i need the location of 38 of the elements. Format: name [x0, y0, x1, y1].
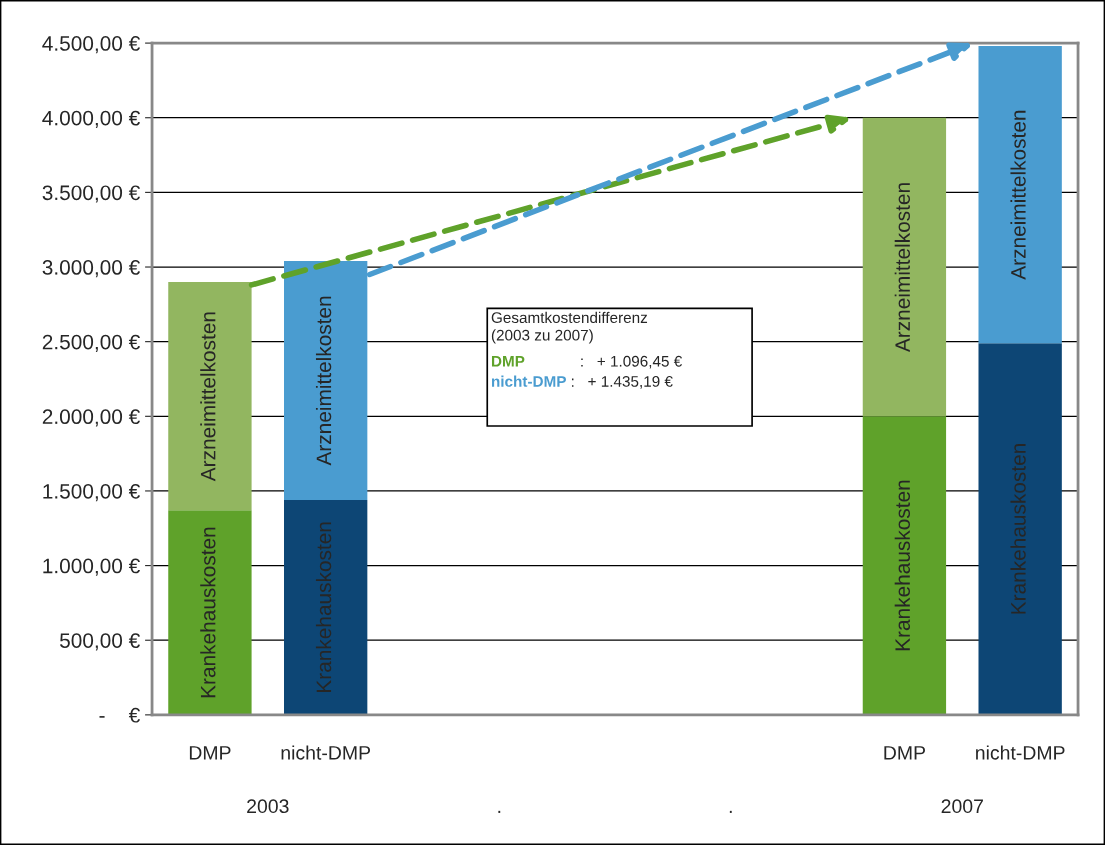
y-tick-label: 500,00 €: [59, 633, 140, 651]
text: Arzneimittelkosten: [1010, 110, 1026, 280]
bar: [978, 343, 1062, 715]
text: 2007: [941, 799, 983, 814]
y-tick-label: 2.500,00 €: [42, 334, 140, 352]
y-tick-label: 1.000,00 €: [43, 558, 140, 576]
text: Krankehauskosten: [1010, 444, 1026, 614]
text: Krankehauskosten: [894, 480, 911, 651]
series-label: Krankehauskosten: [200, 527, 216, 698]
text: Krankehauskosten: [315, 522, 332, 692]
bar: [284, 499, 368, 715]
text: 2003: [247, 799, 289, 814]
text: .: [729, 810, 732, 813]
bar: [862, 416, 947, 715]
y-tick-label: 1.500,00 €: [43, 483, 140, 502]
y-tick-label: 3.000,00 €: [42, 260, 140, 278]
text: Arzneimittelkosten: [894, 183, 911, 353]
annotation: : + 1.435,19 €: [571, 376, 673, 389]
series-label: Arzneimittelkosten: [200, 312, 216, 482]
y-tick-label: 4.500,00 €: [42, 36, 140, 54]
text: Arzneimittelkosten: [315, 296, 332, 466]
bar: [168, 281, 252, 511]
x-tick-label: nicht-DMP: [976, 745, 1065, 760]
annotation: DMP: [491, 356, 525, 367]
x-tick-label: DMP: [884, 746, 925, 760]
y-tick-label: 2.000,00 €: [42, 409, 140, 427]
annotation: : + 1.096,45 €: [581, 355, 682, 369]
y-tick-label: - €: [99, 707, 140, 723]
bar: [168, 510, 252, 715]
bar: [978, 46, 1062, 344]
bar: [862, 117, 947, 417]
x-tick-label: nicht-DMP: [281, 745, 371, 760]
x-tick-label: DMP: [189, 746, 231, 760]
annotation: nicht-DMP: [491, 375, 566, 387]
y-tick-label: 4.000,00 €: [42, 110, 140, 128]
y-tick-label: 3.500,00 €: [42, 185, 140, 203]
text: .: [498, 810, 501, 813]
annotation: Gesamtkostendifferenz (2003 zu 2007): [491, 311, 648, 344]
